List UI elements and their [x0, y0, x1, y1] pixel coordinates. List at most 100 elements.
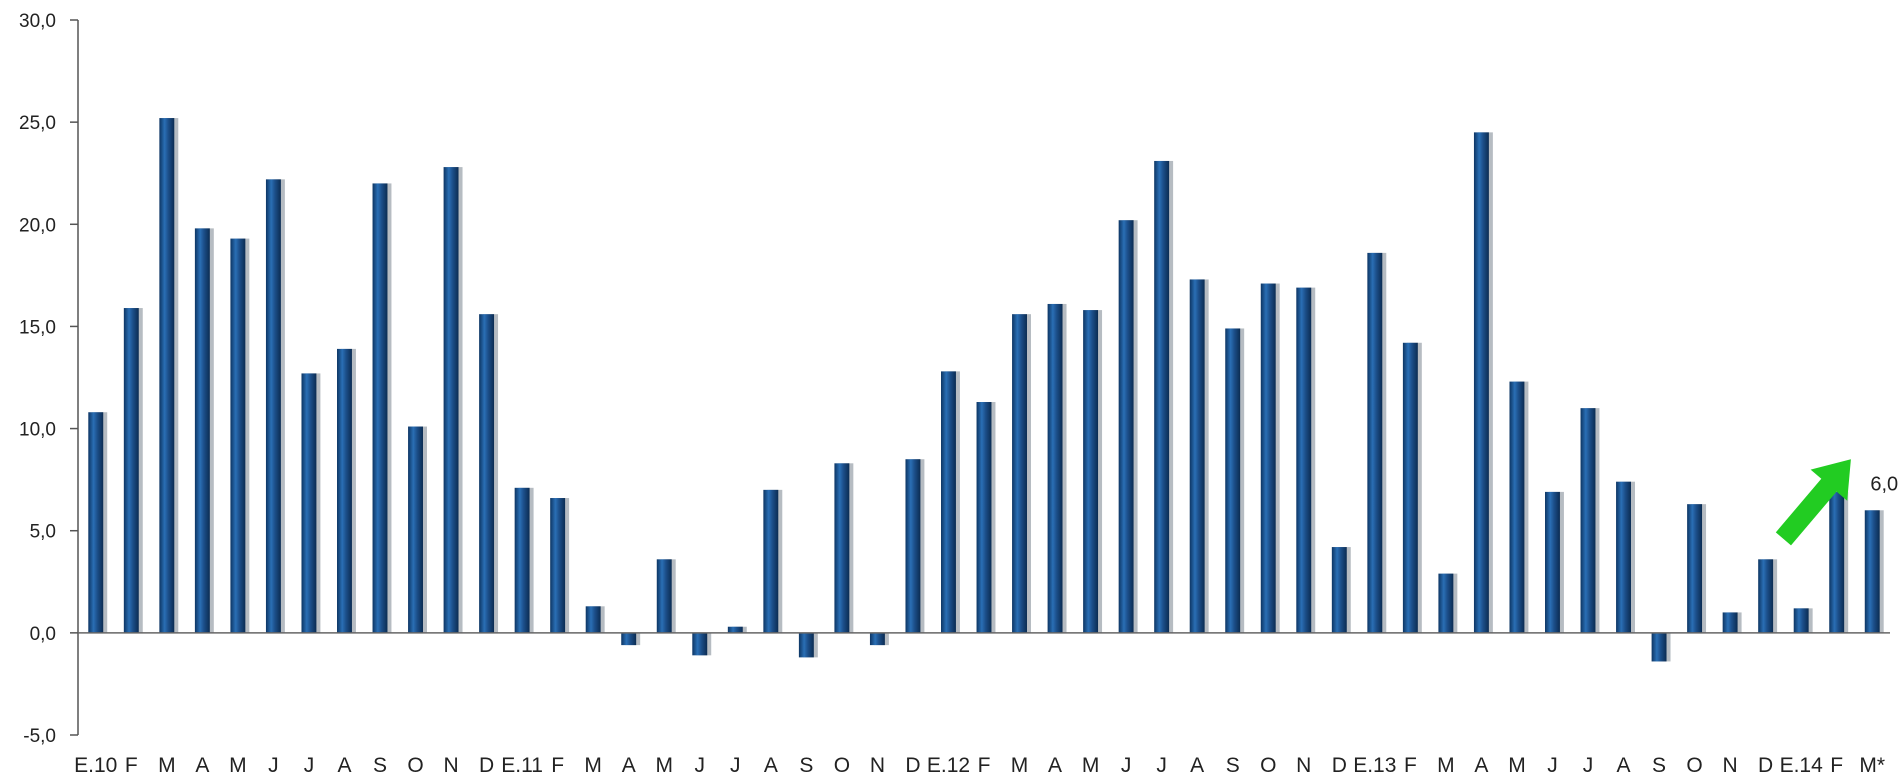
bar: [1154, 160, 1170, 633]
bar: [1012, 314, 1027, 633]
x-tick-label: E.13: [1353, 754, 1396, 777]
bar: [1829, 491, 1845, 633]
y-tick-label: -5,0: [23, 726, 56, 747]
bar: [1367, 252, 1383, 633]
bar: [692, 632, 708, 656]
bar: [265, 179, 281, 633]
bar: [763, 489, 779, 633]
x-tick-label: O: [1260, 754, 1276, 777]
x-tick-label: F: [551, 754, 564, 777]
x-tick-label: O: [407, 754, 423, 777]
x-tick-label: S: [1652, 754, 1666, 777]
bar: [1758, 559, 1774, 633]
bar: [1189, 279, 1205, 633]
bar: [301, 373, 317, 633]
x-tick-label: A: [337, 754, 351, 777]
bar: [1473, 132, 1489, 633]
bar: [1722, 612, 1738, 633]
data-label: 6,0: [1870, 473, 1898, 495]
x-tick-label: E.12: [927, 754, 970, 777]
bar: [798, 632, 814, 658]
x-tick-label: A: [1190, 754, 1204, 777]
x-tick-label: F: [125, 754, 138, 777]
x-tick-label: S: [373, 754, 387, 777]
bar: [834, 463, 850, 633]
bar: [1545, 491, 1560, 633]
x-tick-label: F: [978, 754, 991, 777]
x-tick-label: E.14: [1780, 754, 1824, 777]
bar: [656, 559, 672, 633]
bar: [88, 412, 104, 633]
x-tick-label: M: [1437, 754, 1455, 777]
bar: [550, 498, 566, 633]
bar: [1225, 328, 1241, 633]
x-tick-label: M: [229, 754, 247, 777]
x-tick-label: N: [443, 754, 458, 777]
bar: [1402, 342, 1418, 633]
bar: [1083, 310, 1099, 633]
bar: [479, 314, 495, 633]
bar: [621, 632, 637, 646]
bar: [337, 348, 352, 633]
bar: [869, 632, 885, 646]
x-tick-label: J: [304, 754, 315, 777]
x-tick-label: J: [1583, 754, 1594, 777]
x-tick-label: J: [1547, 754, 1558, 777]
bar: [1864, 510, 1880, 633]
bar: [372, 183, 388, 633]
bar: [443, 167, 459, 633]
x-tick-label: J: [1121, 754, 1132, 777]
y-tick-label: 15,0: [19, 317, 56, 338]
bar: [1118, 220, 1134, 633]
x-tick-label: D: [479, 754, 494, 777]
x-tick-label: A: [1048, 754, 1062, 777]
y-tick-label: 20,0: [19, 215, 56, 236]
x-tick-label: J: [730, 754, 741, 777]
bar: [1687, 504, 1703, 633]
bar: [1793, 608, 1809, 633]
x-tick-label: D: [1758, 754, 1773, 777]
x-tick-label: J: [695, 754, 706, 777]
x-tick-label: S: [799, 754, 813, 777]
bar: [1651, 632, 1667, 662]
bar: [123, 308, 139, 633]
bar: [1260, 283, 1276, 633]
x-tick-label: E.11: [501, 754, 543, 777]
x-tick-label: N: [870, 754, 885, 777]
bar: [1438, 573, 1454, 633]
bar: [1580, 408, 1596, 633]
x-tick-label: A: [1474, 754, 1488, 777]
x-tick-label: D: [905, 754, 920, 777]
bar: [1331, 547, 1347, 633]
bar: [514, 487, 530, 633]
x-tick-label: M: [1082, 754, 1100, 777]
x-tick-label: J: [1156, 754, 1167, 777]
x-tick-label: N: [1296, 754, 1311, 777]
bar: [1509, 381, 1525, 633]
bar: [905, 459, 921, 633]
x-tick-label: A: [622, 754, 636, 777]
y-tick-label: 30,0: [19, 11, 56, 32]
bar: [1616, 481, 1631, 633]
x-tick-label: A: [195, 754, 209, 777]
y-tick-label: 10,0: [19, 420, 56, 441]
x-tick-label: S: [1226, 754, 1240, 777]
x-tick-label: D: [1332, 754, 1347, 777]
y-tick-label: 0,0: [30, 624, 56, 645]
bar: [976, 402, 992, 633]
bar: [230, 238, 246, 633]
bar: [941, 371, 956, 633]
x-tick-label: M*: [1859, 754, 1885, 777]
bar: [1047, 303, 1063, 633]
x-tick-label: J: [268, 754, 279, 777]
x-tick-label: E.10: [74, 754, 117, 777]
x-tick-label: F: [1830, 754, 1843, 777]
x-tick-label: A: [1617, 754, 1631, 777]
x-tick-label: M: [1011, 754, 1029, 777]
y-tick-label: 5,0: [30, 522, 56, 543]
bar: [159, 118, 175, 633]
x-tick-label: O: [1686, 754, 1702, 777]
bar: [408, 426, 423, 633]
x-tick-label: M: [655, 754, 673, 777]
y-tick-label: 25,0: [19, 113, 56, 134]
